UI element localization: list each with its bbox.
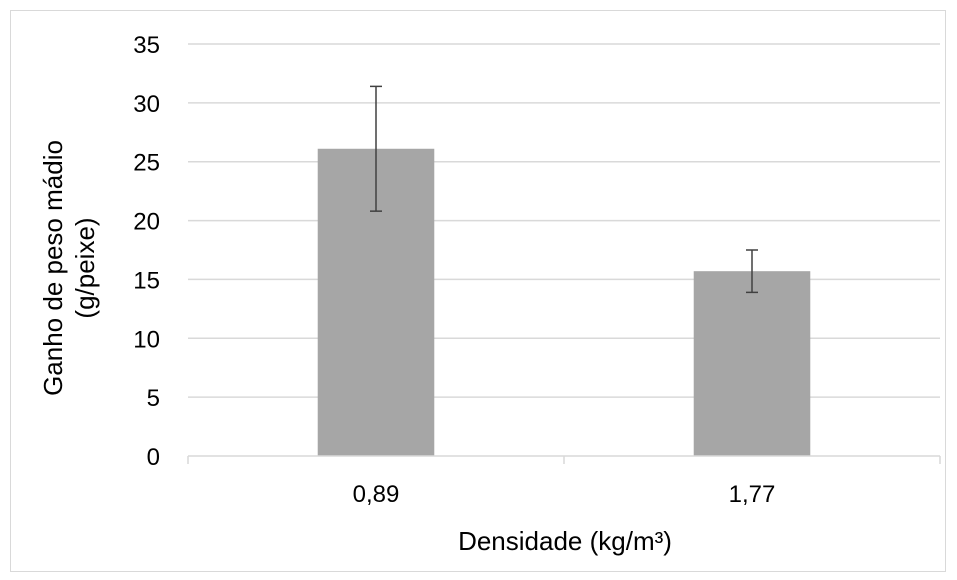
- x-axis: [187, 455, 941, 464]
- y-tick-label: 0: [147, 444, 160, 471]
- x-tick-label: 1,77: [729, 481, 776, 508]
- y-tick-label: 15: [133, 267, 160, 294]
- y-tick-label: 30: [133, 91, 160, 118]
- x-axis-title: Densidade (kg/m³): [458, 526, 672, 556]
- y-tick-label: 5: [147, 385, 160, 412]
- bars: [317, 148, 811, 456]
- y-tick-label: 25: [133, 150, 160, 177]
- y-tick-label: 10: [133, 326, 160, 353]
- x-tick-label: 0,89: [353, 481, 400, 508]
- y-axis-title-line-2: (g/peixe): [70, 217, 100, 318]
- error-bars: [370, 85, 758, 294]
- y-tick-label: 20: [133, 209, 160, 236]
- bar: [693, 271, 811, 456]
- gridlines: [188, 43, 940, 398]
- y-axis-tick-labels: 0 5 10 15 20 25 30 35: [133, 32, 160, 471]
- y-tick-label: 35: [133, 32, 160, 59]
- y-axis-title: Ganho de peso mádio (g/peixe): [38, 140, 100, 396]
- x-axis-tick-labels: 0,89 1,77: [353, 481, 776, 508]
- y-axis-title-line-1: Ganho de peso mádio: [38, 140, 68, 396]
